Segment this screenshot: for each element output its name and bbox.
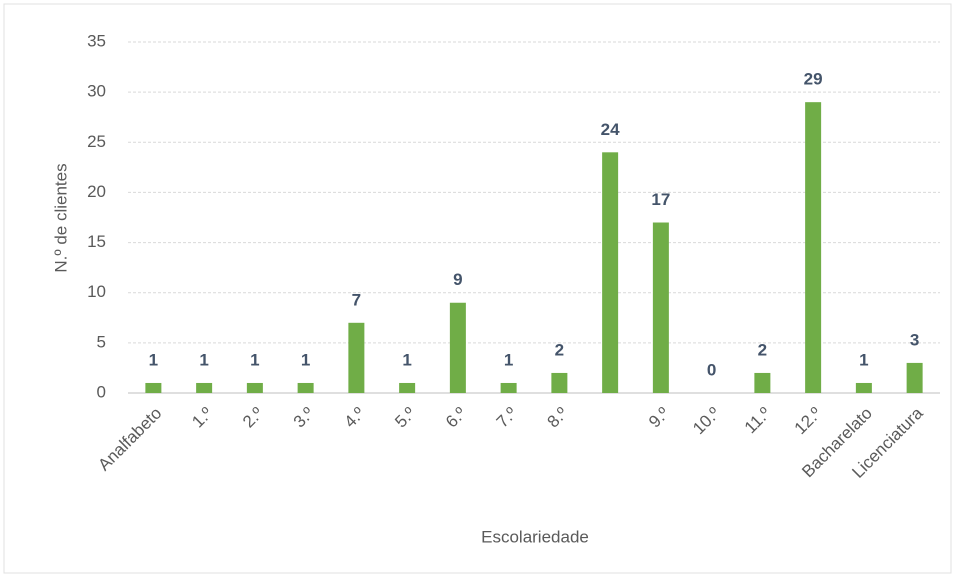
bar [145,382,162,393]
value-label: 2 [555,340,564,359]
y-tick-label: 5 [97,332,106,351]
value-label: 1 [504,350,513,369]
value-label: 1 [199,350,208,369]
y-tick-label: 10 [87,282,106,301]
bar [602,152,619,393]
bar [652,222,669,393]
bar [754,372,771,393]
value-label: 1 [149,350,158,369]
value-label: 1 [859,350,868,369]
value-label: 9 [453,270,462,289]
value-label: 1 [301,350,310,369]
value-label: 1 [250,350,259,369]
chart-frame [3,3,952,574]
y-tick-label: 25 [87,132,106,151]
bar [906,362,923,393]
bar [348,322,365,393]
bar [449,302,466,393]
value-label: 7 [352,290,361,309]
bar [500,382,517,393]
value-label: 2 [758,340,767,359]
bar [855,382,872,393]
value-label: 17 [651,190,670,209]
bar [246,382,263,393]
value-label: 0 [707,360,716,379]
bar [297,382,314,393]
y-tick-label: 15 [87,232,106,251]
y-tick-label: 0 [97,382,106,401]
value-label: 24 [601,120,620,139]
value-label: 29 [804,70,823,89]
y-axis-title: N.º de clientes [51,163,70,272]
bar [805,102,822,394]
value-label: 1 [402,350,411,369]
bar [551,372,568,393]
bar [196,382,213,393]
y-tick-label: 20 [87,182,106,201]
y-tick-label: 35 [87,31,106,50]
bar [399,382,416,393]
value-label: 3 [910,330,919,349]
y-tick-label: 30 [87,82,106,101]
x-axis-title: Escolariedade [481,527,589,546]
